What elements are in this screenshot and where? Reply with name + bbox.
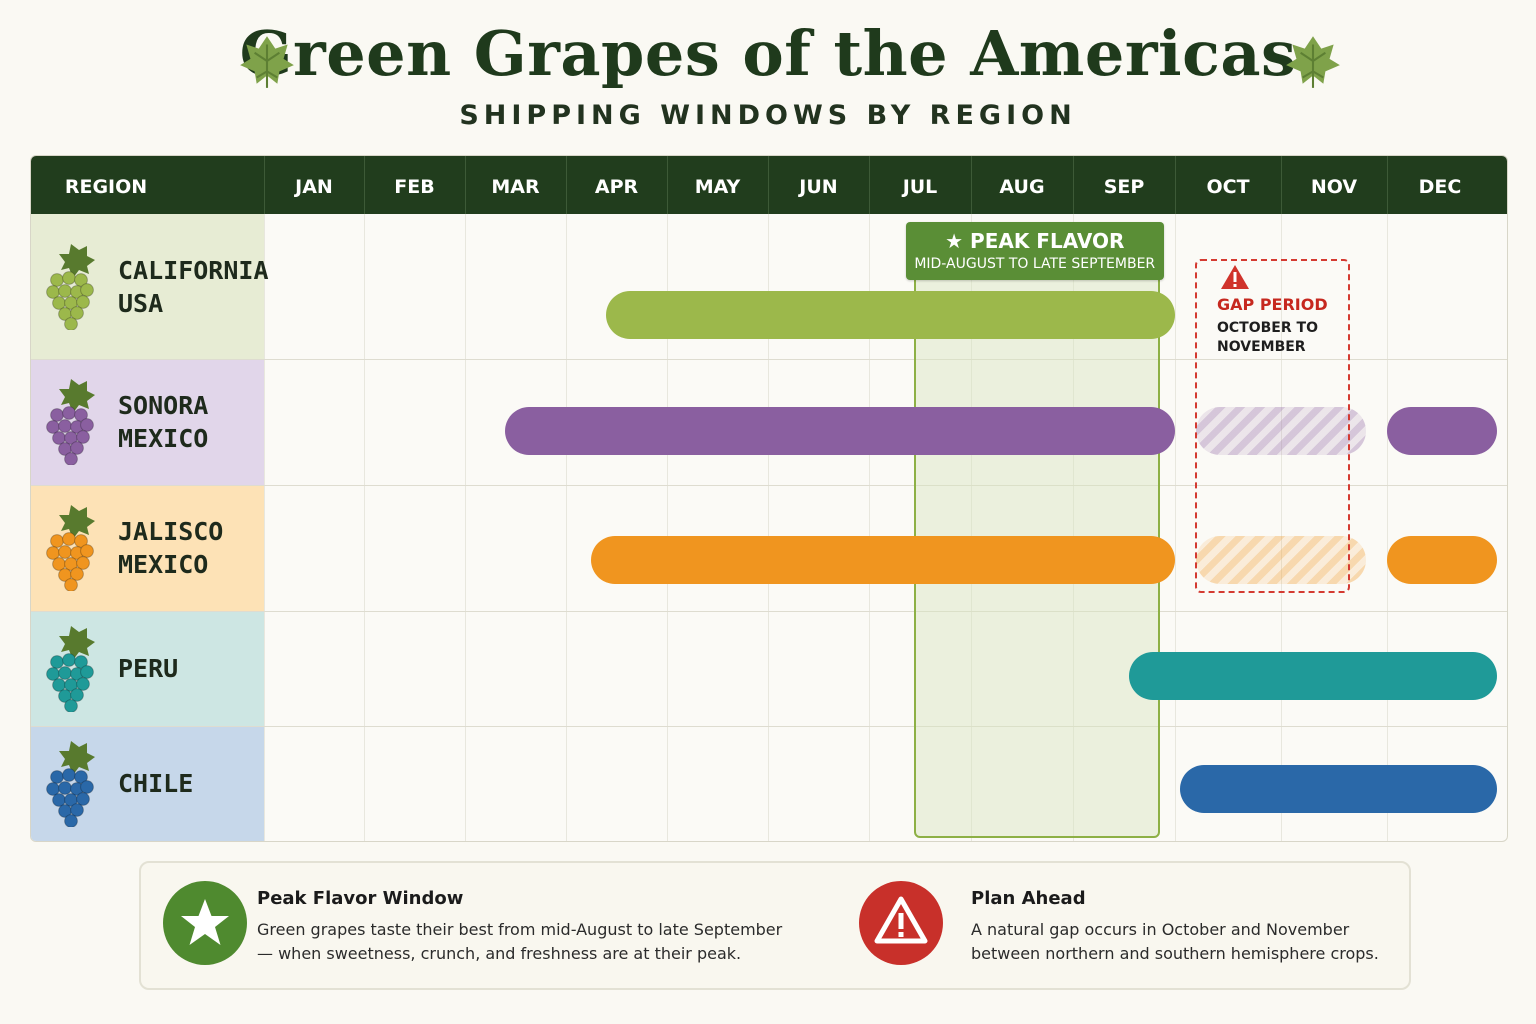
shipping-calendar: REGION JAN FEB MAR APR MAY JUN JUL AUG SEP OCT NOV…	[30, 155, 1508, 842]
peak-legend-text: Green grapes taste their best from mid-A…	[257, 920, 783, 963]
header-divider	[566, 156, 567, 214]
month-gridline	[264, 214, 265, 841]
header-divider	[667, 156, 668, 214]
plan-legend-text: A natural gap occurs in October and Nove…	[971, 920, 1379, 963]
region-country: MEXICO	[118, 550, 209, 579]
month-gridline	[1175, 214, 1176, 841]
header-divider	[1387, 156, 1388, 214]
month-header-may: MAY	[694, 176, 741, 198]
region-name: PERU	[118, 653, 179, 683]
header-divider	[1281, 156, 1282, 214]
title-block: Green Grapes of the Americas	[0, 14, 1536, 94]
row-divider	[31, 726, 1507, 727]
peak-flavor-title: ★ PEAK FLAVOR	[906, 227, 1164, 255]
plan-legend-badge	[859, 881, 943, 965]
shipping-window-bar	[1180, 765, 1497, 813]
warning-icon	[1221, 265, 1249, 289]
orange-grape-cluster-icon	[46, 505, 95, 591]
shipping-window-bar	[1387, 407, 1497, 455]
month-header-feb: FEB	[394, 176, 435, 198]
calendar-header: REGION JAN FEB MAR APR MAY JUN JUL AUG SEP OCT NOV…	[31, 156, 1507, 214]
star-icon	[181, 899, 229, 945]
region-country: USA	[118, 288, 164, 318]
region-cell: CALIFORNIA USA	[31, 214, 269, 359]
month-header-sep: SEP	[1103, 176, 1145, 198]
header-divider	[465, 156, 466, 214]
month-header-apr: APR	[594, 176, 639, 198]
region-name: CALIFORNIA	[118, 255, 269, 285]
warning-icon	[874, 896, 928, 944]
month-gridline	[869, 214, 870, 841]
month-gridline	[364, 214, 365, 841]
region-cell: PERU	[31, 611, 264, 726]
shipping-window-bar	[1129, 652, 1497, 700]
header-divider	[869, 156, 870, 214]
month-gridline	[1387, 214, 1388, 841]
header-divider	[971, 156, 972, 214]
legend-panel: Peak Flavor Window Green grapes taste th…	[139, 861, 1411, 990]
month-header-jul: JUL	[902, 176, 938, 198]
header-divider	[768, 156, 769, 214]
region-cell: CHILE	[31, 726, 264, 841]
shipping-window-bar	[505, 407, 1175, 455]
month-header-dec: DEC	[1418, 176, 1462, 198]
page-title: Green Grapes of the Americas	[239, 17, 1297, 90]
month-header-jun: JUN	[799, 176, 838, 198]
teal-grape-cluster-icon	[46, 625, 95, 712]
region-cell: SONORA MEXICO	[31, 359, 264, 485]
shipping-window-bar	[591, 536, 1175, 584]
region-label: PERU	[118, 652, 178, 685]
region-name: JALISCO	[118, 517, 224, 546]
month-header-jan: JAN	[295, 176, 333, 198]
shipping-window-bar	[606, 291, 1175, 339]
blue-grape-cluster-icon	[46, 740, 95, 827]
row-divider	[31, 611, 1507, 612]
gap-hatch-bar	[1196, 536, 1366, 584]
grape-leaf-icon	[240, 36, 294, 88]
month-gridline	[566, 214, 567, 841]
star-icon: ★	[945, 229, 971, 253]
month-header-aug: AUG	[999, 176, 1045, 198]
region-name: SONORA	[118, 391, 209, 420]
gap-hatch-bar	[1196, 407, 1366, 455]
green-grape-cluster-icon	[46, 243, 95, 330]
month-gridline	[667, 214, 668, 841]
month-gridline	[971, 214, 972, 841]
shipping-window-bar	[1387, 536, 1497, 584]
peak-legend-title: Peak Flavor Window	[257, 888, 464, 909]
region-label: JALISCO MEXICO	[118, 515, 223, 581]
peak-legend-badge	[163, 881, 247, 965]
month-gridline	[1073, 214, 1074, 841]
month-gridline	[465, 214, 466, 841]
gap-period-subtitle: OCTOBER TO NOVEMBER	[1217, 320, 1318, 355]
month-gridline	[1281, 214, 1282, 841]
region-name: CHILE	[118, 768, 194, 798]
header-divider	[1073, 156, 1074, 214]
region-label: CHILE	[118, 767, 193, 800]
header-divider	[1175, 156, 1176, 214]
region-column-header: REGION	[64, 176, 148, 198]
month-header-mar: MAR	[491, 176, 540, 198]
gap-period-callout: GAP PERIOD OCTOBER TO NOVEMBER	[1195, 259, 1350, 593]
gap-period-title: GAP PERIOD	[1217, 295, 1328, 314]
region-country: MEXICO	[118, 424, 209, 453]
row-divider	[31, 359, 1507, 360]
grape-leaf-icon	[1286, 36, 1340, 88]
peak-flavor-badge: ★ PEAK FLAVOR MID-AUGUST TO LATE SEPTEMB…	[906, 222, 1164, 280]
region-label: CALIFORNIA USA	[118, 254, 269, 320]
region-label: SONORA MEXICO	[118, 389, 208, 455]
month-gridline	[768, 214, 769, 841]
month-header-oct: OCT	[1206, 176, 1250, 198]
plan-legend-title: Plan Ahead	[971, 888, 1086, 909]
peak-flavor-subtitle: MID-AUGUST TO LATE SEPTEMBER	[914, 256, 1156, 272]
month-header-nov: NOV	[1310, 176, 1358, 198]
region-cell: JALISCO MEXICO	[31, 485, 264, 611]
purple-grape-cluster-icon	[46, 379, 95, 465]
row-divider	[31, 485, 1507, 486]
page-subtitle: SHIPPING WINDOWS BY REGION	[459, 100, 1077, 131]
header-divider	[364, 156, 365, 214]
peak-flavor-title-text: PEAK FLAVOR	[970, 229, 1125, 253]
header-divider	[264, 156, 265, 214]
